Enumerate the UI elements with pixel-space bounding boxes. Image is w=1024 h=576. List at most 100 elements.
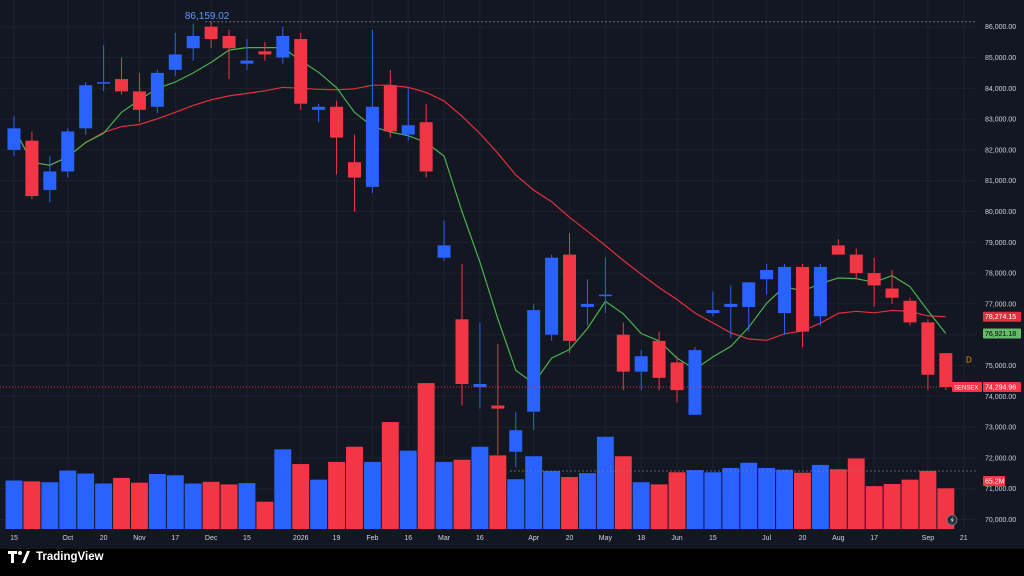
candle bbox=[132, 72, 146, 123]
lightning-icon[interactable] bbox=[946, 514, 958, 526]
volume-bar bbox=[292, 464, 310, 529]
volume-bar bbox=[740, 462, 758, 529]
volume-bar bbox=[381, 422, 399, 529]
candle-body bbox=[760, 270, 774, 280]
candle-body bbox=[491, 405, 505, 409]
candle bbox=[204, 21, 218, 49]
volume-bar bbox=[41, 482, 59, 529]
y-tick-label: 85,000.00 bbox=[985, 55, 1016, 62]
candle-body bbox=[61, 131, 75, 172]
x-tick-label: Jun bbox=[671, 535, 682, 542]
svg-text:78,274.15: 78,274.15 bbox=[985, 314, 1016, 321]
candle bbox=[778, 263, 792, 335]
candle bbox=[79, 82, 93, 135]
volume-bar bbox=[650, 484, 668, 529]
candle bbox=[580, 279, 594, 326]
y-tick-label: 77,000.00 bbox=[985, 301, 1016, 308]
svg-text:76,921.18: 76,921.18 bbox=[985, 331, 1016, 338]
candle bbox=[813, 263, 827, 326]
candle-body bbox=[419, 122, 433, 172]
volume-bar bbox=[5, 480, 23, 529]
candle bbox=[670, 356, 684, 403]
candle bbox=[115, 57, 129, 95]
volume-bar bbox=[77, 473, 95, 529]
candle bbox=[240, 39, 254, 70]
candle bbox=[312, 103, 326, 123]
candle-body bbox=[724, 303, 738, 307]
volume-bar bbox=[883, 483, 901, 529]
y-tick-label: 81,000.00 bbox=[985, 178, 1016, 185]
candle-body bbox=[939, 353, 953, 388]
price-labels: 78,274.15 76,921.18 SENSEX 74,294.96 65.… bbox=[952, 311, 1021, 486]
x-tick-label: Dec bbox=[205, 535, 218, 542]
volume-bar bbox=[811, 464, 829, 529]
candle bbox=[527, 303, 541, 431]
annotations: 86,159.02 D bbox=[0, 11, 976, 526]
candle bbox=[867, 257, 881, 307]
candle bbox=[437, 220, 451, 261]
candle-body bbox=[330, 106, 344, 138]
candle-body bbox=[706, 310, 720, 314]
volume-bar bbox=[435, 461, 453, 529]
candle bbox=[903, 297, 917, 326]
volume-bar bbox=[59, 470, 77, 529]
candle bbox=[294, 32, 308, 110]
x-tick-label: 21 bbox=[960, 535, 968, 542]
y-tick-label: 75,000.00 bbox=[985, 363, 1016, 370]
candle bbox=[652, 331, 666, 391]
volume-bar bbox=[686, 470, 704, 529]
candle bbox=[742, 282, 756, 332]
x-tick-label: 17 bbox=[171, 535, 179, 542]
volume-bar bbox=[614, 456, 632, 529]
candle bbox=[849, 248, 863, 280]
symbol-price-label: SENSEX bbox=[952, 382, 982, 393]
price-axis[interactable]: 86,000.00 85,000.00 84,000.00 83,000.00 82,0… bbox=[985, 24, 1016, 524]
x-tick-label: Oct bbox=[62, 535, 73, 542]
x-tick-label: 16 bbox=[476, 535, 484, 542]
volume-bar bbox=[758, 467, 776, 529]
y-tick-label: 86,000.00 bbox=[985, 24, 1016, 31]
candle bbox=[330, 100, 344, 175]
volume-bar bbox=[632, 482, 650, 529]
candle bbox=[760, 263, 774, 295]
x-tick-label: 19 bbox=[333, 535, 341, 542]
candle bbox=[455, 263, 469, 406]
volume-bar bbox=[668, 472, 686, 529]
candle-body bbox=[312, 106, 326, 110]
y-tick-label: 70,000.00 bbox=[985, 517, 1016, 524]
volume-bar bbox=[901, 479, 919, 529]
volume-bar bbox=[578, 473, 596, 529]
volume-bar bbox=[847, 458, 865, 529]
candle-body bbox=[778, 266, 792, 314]
x-tick-label: Feb bbox=[366, 535, 378, 542]
x-tick-label: May bbox=[599, 535, 613, 542]
candle bbox=[61, 128, 75, 178]
brand[interactable]: TradingView bbox=[8, 551, 104, 563]
candle-body bbox=[240, 60, 254, 64]
volume-bar bbox=[256, 501, 274, 529]
volume-bar bbox=[23, 481, 41, 529]
candle-body bbox=[545, 257, 559, 335]
y-tick-label: 74,000.00 bbox=[985, 394, 1016, 401]
x-tick-label: Nov bbox=[133, 535, 146, 542]
x-tick-label: 20 bbox=[100, 535, 108, 542]
close-price-label: 74,294.96 bbox=[983, 382, 1021, 393]
candle bbox=[383, 69, 397, 138]
volume-bar bbox=[346, 446, 363, 529]
volume-bar bbox=[363, 461, 381, 529]
volume-bars bbox=[5, 383, 955, 529]
candle-body bbox=[867, 273, 881, 286]
candle bbox=[97, 45, 111, 92]
y-tick-label: 79,000.00 bbox=[985, 240, 1016, 247]
time-axis[interactable]: 15 Oct 20 Nov 17 Dec 15 2026 19 Feb 16 Mar 16 Apr 20 Ma… bbox=[10, 535, 968, 542]
ma-slow-line bbox=[13, 84, 946, 341]
x-tick-label: Apr bbox=[528, 535, 540, 542]
candle bbox=[563, 233, 577, 354]
candle-body bbox=[849, 254, 863, 274]
candle-body bbox=[115, 79, 129, 92]
candle-body bbox=[795, 266, 809, 332]
volume-bar bbox=[166, 475, 184, 529]
interval-badge[interactable]: D bbox=[966, 355, 972, 364]
candle-body bbox=[43, 171, 57, 190]
